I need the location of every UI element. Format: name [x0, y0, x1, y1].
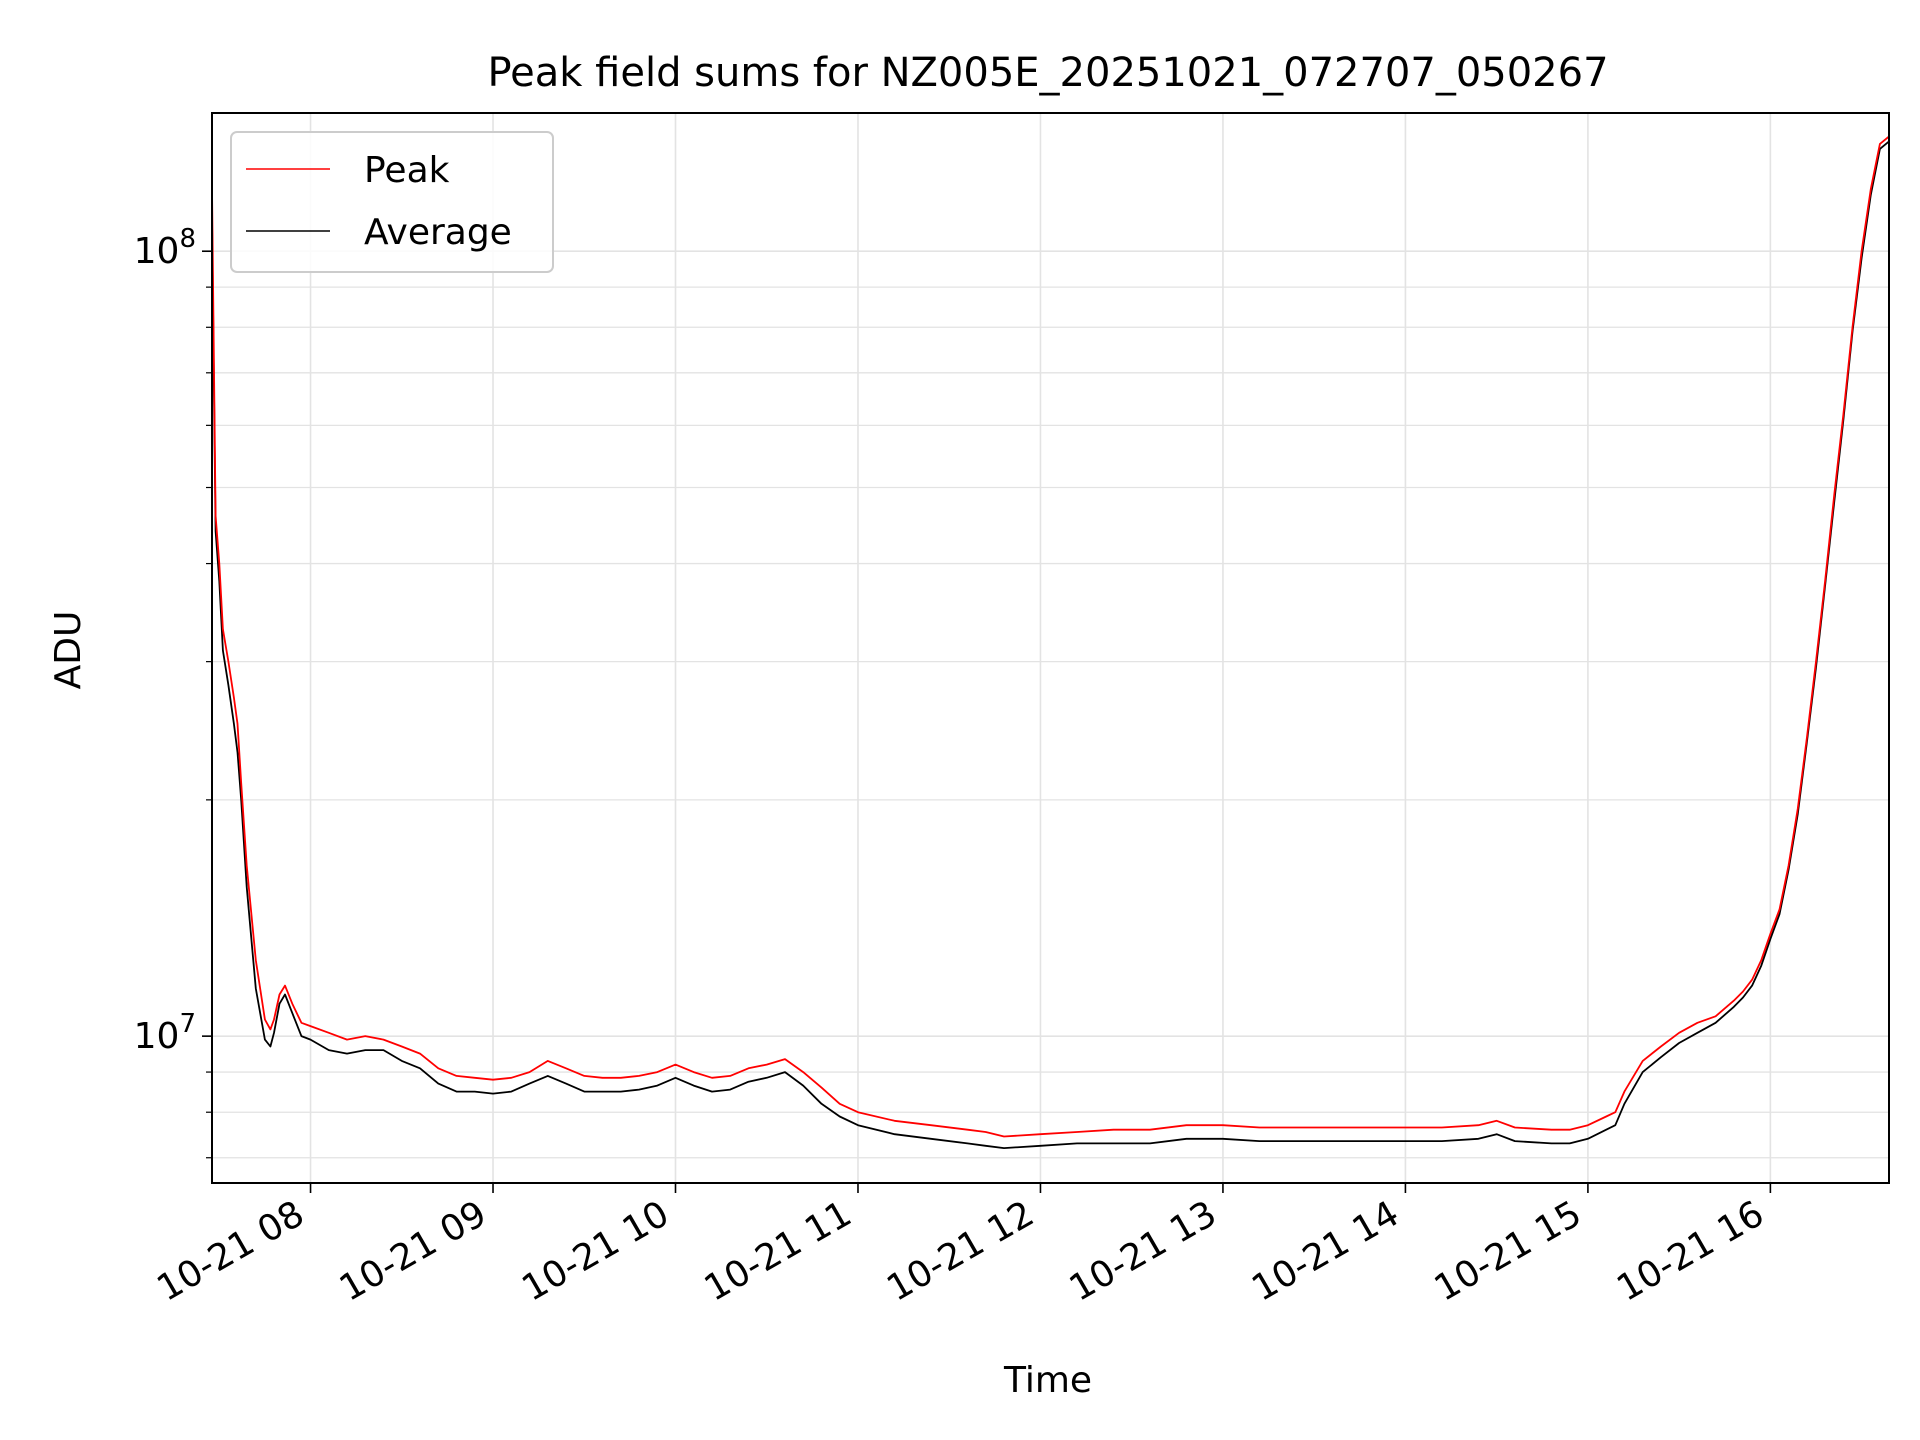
- x-tick-label: 10-21 11: [698, 1193, 859, 1309]
- x-tick-label: 10-21 08: [150, 1193, 311, 1309]
- y-tick-base: 10: [134, 1016, 180, 1057]
- grid-lines: [212, 113, 1889, 1183]
- x-tick-label: 10-21 14: [1245, 1193, 1406, 1309]
- y-tick-exponent: 8: [179, 224, 196, 254]
- y-axis-label: ADU: [48, 611, 89, 690]
- legend-label-peak: Peak: [364, 150, 450, 191]
- legend: Peak Average: [230, 131, 554, 273]
- series-layer: [211, 135, 1890, 1149]
- series-line-peak: [211, 135, 1890, 1138]
- plot-frame: [211, 112, 1890, 1184]
- x-tick-label: 10-21 15: [1428, 1193, 1589, 1309]
- x-tick-label: 10-21 10: [515, 1193, 676, 1309]
- x-tick-label: 10-21 16: [1610, 1193, 1771, 1309]
- chart-title: Peak field sums for NZ005E_20251021_0727…: [487, 50, 1608, 96]
- y-tick-label: 108: [134, 224, 196, 272]
- y-tick-base: 10: [134, 231, 180, 272]
- y-tick-label: 107: [134, 1009, 196, 1057]
- x-tick-label: 10-21 12: [880, 1193, 1041, 1309]
- x-tick-label: 10-21 09: [333, 1193, 494, 1309]
- series-line-average: [211, 140, 1890, 1149]
- x-axis-label: Time: [1003, 1360, 1092, 1401]
- x-tick-label: 10-21 13: [1063, 1193, 1224, 1309]
- x-axis-ticks: 10-21 08 10-21 09 10-21 10 10-21 11 10-21 12…: [150, 1183, 1772, 1310]
- legend-label-average: Average: [364, 212, 512, 253]
- y-tick-exponent: 7: [179, 1009, 196, 1039]
- plot-area: [212, 113, 1889, 1183]
- legend-box: [230, 131, 554, 273]
